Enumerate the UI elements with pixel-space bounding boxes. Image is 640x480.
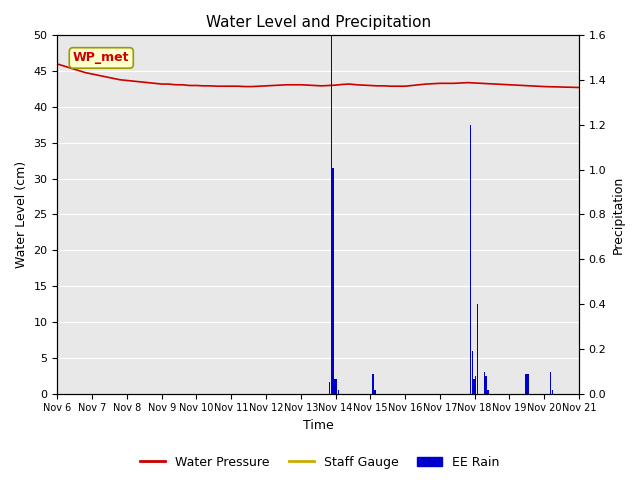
Bar: [552, 390, 553, 394]
X-axis label: Time: Time: [303, 419, 333, 432]
Bar: [472, 350, 473, 394]
Bar: [329, 382, 330, 394]
Bar: [332, 168, 334, 394]
Bar: [484, 372, 485, 394]
Bar: [477, 304, 478, 394]
Bar: [550, 372, 551, 394]
Bar: [487, 390, 488, 394]
Text: WP_met: WP_met: [73, 51, 129, 64]
Bar: [338, 390, 339, 394]
Y-axis label: Water Level (cm): Water Level (cm): [15, 161, 28, 268]
Title: Water Level and Precipitation: Water Level and Precipitation: [205, 15, 431, 30]
Bar: [527, 373, 529, 394]
Bar: [336, 379, 337, 394]
Bar: [485, 376, 487, 394]
Y-axis label: Precipitation: Precipitation: [612, 175, 625, 253]
Bar: [475, 376, 476, 394]
Bar: [525, 373, 527, 394]
Bar: [470, 125, 471, 394]
Bar: [374, 390, 376, 394]
Bar: [372, 373, 374, 394]
Bar: [473, 379, 475, 394]
Legend: Water Pressure, Staff Gauge, EE Rain: Water Pressure, Staff Gauge, EE Rain: [136, 451, 504, 474]
Bar: [331, 36, 332, 394]
Bar: [334, 379, 335, 394]
